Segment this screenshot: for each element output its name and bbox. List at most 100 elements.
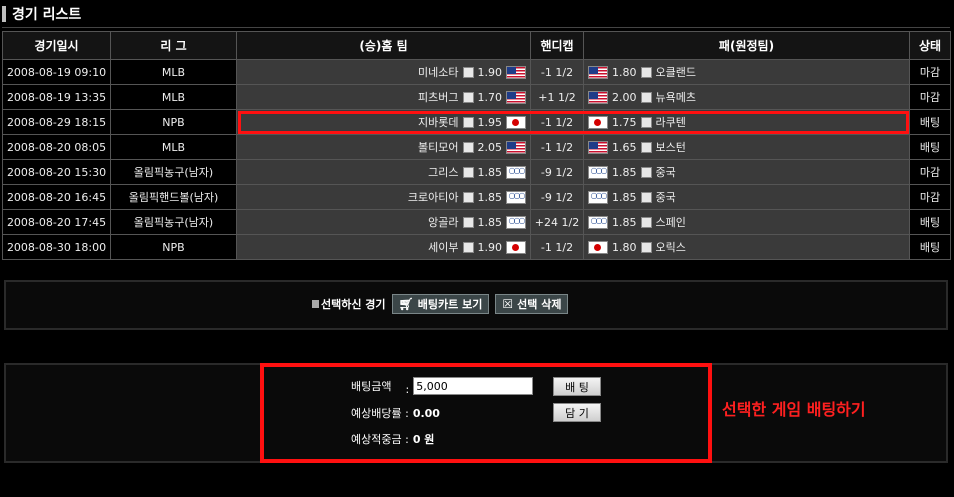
bet-button[interactable]: 배 팅	[553, 377, 601, 396]
table-row: 2008-08-19 13:35 MLB 피츠버그 1.70 +1 1/2 2.00 뉴욕메…	[2, 84, 951, 110]
away-team-name: 라쿠텐	[655, 116, 686, 129]
games-table: 경기일시 리 그 (승)홈 팀 핸디캡 패(원정팀) 상태 2008-08-19…	[2, 31, 951, 260]
home-checkbox[interactable]	[462, 241, 474, 253]
home-checkbox[interactable]	[462, 191, 474, 203]
home-odds: 1.90	[477, 65, 503, 79]
header-league: 리 그	[110, 31, 237, 60]
away-checkbox[interactable]	[640, 216, 652, 228]
cell-status: 마감	[909, 59, 951, 85]
cell-datetime: 2008-08-19 09:10	[2, 59, 111, 85]
cell-home-team[interactable]: 지바롯데 1.95	[236, 109, 531, 135]
cell-datetime: 2008-08-30 18:00	[2, 234, 111, 260]
home-checkbox[interactable]	[462, 66, 474, 78]
trash-icon: ☒	[502, 297, 514, 311]
us-flag-icon	[588, 65, 608, 79]
us-flag-icon	[506, 65, 526, 79]
cell-away-team[interactable]: 1.85 중국	[583, 184, 910, 210]
us-flag-icon	[506, 90, 526, 104]
home-checkbox[interactable]	[462, 116, 474, 128]
bet-amount-label: 배팅금액	[351, 380, 392, 393]
header-status: 상태	[909, 31, 951, 60]
cell-away-team[interactable]: 1.80 오클랜드	[583, 59, 910, 85]
cell-home-team[interactable]: 앙골라 1.85	[236, 209, 531, 235]
japan-flag-icon	[588, 115, 608, 129]
away-checkbox[interactable]	[640, 66, 652, 78]
home-odds: 1.85	[477, 190, 503, 204]
away-checkbox[interactable]	[640, 141, 652, 153]
add-to-cart-button[interactable]: 담 기	[553, 403, 601, 422]
away-checkbox[interactable]	[640, 116, 652, 128]
home-checkbox[interactable]	[462, 91, 474, 103]
away-checkbox[interactable]	[640, 166, 652, 178]
cell-status: 배팅	[909, 234, 951, 260]
cell-home-team[interactable]: 그리스 1.85	[236, 159, 531, 185]
cell-home-team[interactable]: 피츠버그 1.70	[236, 84, 531, 110]
cell-away-team[interactable]: 1.75 라쿠텐	[583, 109, 910, 135]
cell-handicap: -1 1/2	[530, 134, 584, 160]
olympic-flag-icon	[506, 165, 526, 179]
home-team-name: 앙골라	[428, 216, 459, 229]
bet-amount-sep: :	[405, 382, 410, 396]
japan-flag-icon	[506, 115, 526, 129]
home-checkbox[interactable]	[462, 166, 474, 178]
cell-league: 올림픽농구(남자)	[110, 159, 237, 185]
bet-panel-highlight	[260, 363, 712, 463]
home-team-name: 세이부	[428, 241, 459, 254]
cell-home-team[interactable]: 볼티모어 2.05	[236, 134, 531, 160]
header-home: (승)홈 팀	[236, 31, 531, 60]
olympic-flag-icon	[588, 165, 608, 179]
cell-away-team[interactable]: 1.80 오릭스	[583, 234, 910, 260]
cell-datetime: 2008-08-20 08:05	[2, 134, 111, 160]
olympic-flag-icon	[506, 190, 526, 204]
expected-ratio-label: 예상배당률 :	[351, 407, 409, 420]
cell-handicap: +24 1/2	[530, 209, 584, 235]
home-team-name: 지바롯데	[418, 116, 459, 129]
view-cart-button[interactable]: 🛒︎ 배팅카트 보기	[391, 294, 490, 314]
home-odds: 2.05	[477, 140, 503, 154]
away-odds: 2.00	[612, 90, 637, 104]
cell-status: 배팅	[909, 134, 951, 160]
away-team-name: 스페인	[655, 216, 686, 229]
table-row: 2008-08-19 09:10 MLB 미네소타 1.90 -1 1/2 1.80 오클랜…	[2, 59, 951, 85]
away-odds: 1.85	[612, 190, 637, 204]
selection-label: 선택하신 경기	[312, 296, 386, 312]
expected-payout-label: 예상적중금 :	[351, 433, 409, 446]
cell-datetime: 2008-08-20 17:45	[2, 209, 111, 235]
bet-amount-input[interactable]	[413, 377, 534, 395]
home-odds: 1.70	[477, 90, 503, 104]
bet-amount-row: 배팅금액 :	[351, 377, 534, 396]
japan-flag-icon	[506, 240, 526, 254]
cell-home-team[interactable]: 미네소타 1.90	[236, 59, 531, 85]
cell-away-team[interactable]: 1.65 보스턴	[583, 134, 910, 160]
cell-status: 마감	[909, 184, 951, 210]
away-team-name: 보스턴	[655, 141, 686, 154]
expected-ratio-value: 0.00	[412, 406, 440, 420]
away-odds: 1.85	[612, 165, 637, 179]
delete-selection-button[interactable]: ☒ 선택 삭제	[495, 294, 569, 314]
home-checkbox[interactable]	[462, 216, 474, 228]
home-team-name: 볼티모어	[418, 141, 459, 154]
expected-ratio-row: 예상배당률 : 0.00	[351, 405, 440, 421]
home-odds: 1.95	[477, 115, 503, 129]
japan-flag-icon	[588, 240, 608, 254]
title-divider	[2, 27, 950, 28]
cell-handicap: -1 1/2	[530, 59, 584, 85]
cell-home-team[interactable]: 크로아티아 1.85	[236, 184, 531, 210]
away-checkbox[interactable]	[640, 241, 652, 253]
cell-away-team[interactable]: 1.85 스페인	[583, 209, 910, 235]
header-handicap: 핸디캡	[530, 31, 584, 60]
away-checkbox[interactable]	[640, 191, 652, 203]
away-team-name: 오릭스	[655, 241, 686, 254]
cell-away-team[interactable]: 1.85 중국	[583, 159, 910, 185]
home-checkbox[interactable]	[462, 141, 474, 153]
cell-home-team[interactable]: 세이부 1.90	[236, 234, 531, 260]
table-row: 2008-08-29 18:15 NPB 지바롯데 1.95 -1 1/2 1.75 라쿠텐…	[2, 109, 951, 135]
away-checkbox[interactable]	[640, 91, 652, 103]
home-team-name: 크로아티아	[407, 191, 459, 204]
cell-handicap: -1 1/2	[530, 109, 584, 135]
olympic-flag-icon	[506, 215, 526, 229]
cell-away-team[interactable]: 2.00 뉴욕메츠	[583, 84, 910, 110]
cell-league: NPB	[110, 109, 237, 135]
us-flag-icon	[506, 140, 526, 154]
